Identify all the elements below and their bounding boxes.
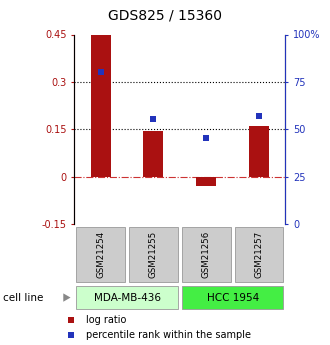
Bar (129, 227, 178, 282)
Text: GSM21256: GSM21256 (202, 231, 211, 278)
Text: HCC 1954: HCC 1954 (207, 293, 259, 303)
Bar (76, 227, 125, 282)
Bar (144, 131, 163, 177)
Polygon shape (63, 293, 71, 302)
Bar (196, 177, 216, 186)
Bar (76, 286, 178, 309)
Bar (182, 286, 283, 309)
Text: GSM21257: GSM21257 (254, 231, 264, 278)
Text: GSM21254: GSM21254 (96, 231, 105, 278)
Bar (91, 34, 111, 177)
Text: GDS825 / 15360: GDS825 / 15360 (108, 9, 222, 22)
Bar (235, 227, 283, 282)
Text: MDA-MB-436: MDA-MB-436 (93, 293, 161, 303)
Text: percentile rank within the sample: percentile rank within the sample (86, 330, 251, 340)
Text: GSM21255: GSM21255 (149, 231, 158, 278)
Bar (182, 227, 231, 282)
Bar (249, 126, 269, 177)
Text: log ratio: log ratio (86, 315, 127, 325)
Text: cell line: cell line (3, 293, 44, 303)
